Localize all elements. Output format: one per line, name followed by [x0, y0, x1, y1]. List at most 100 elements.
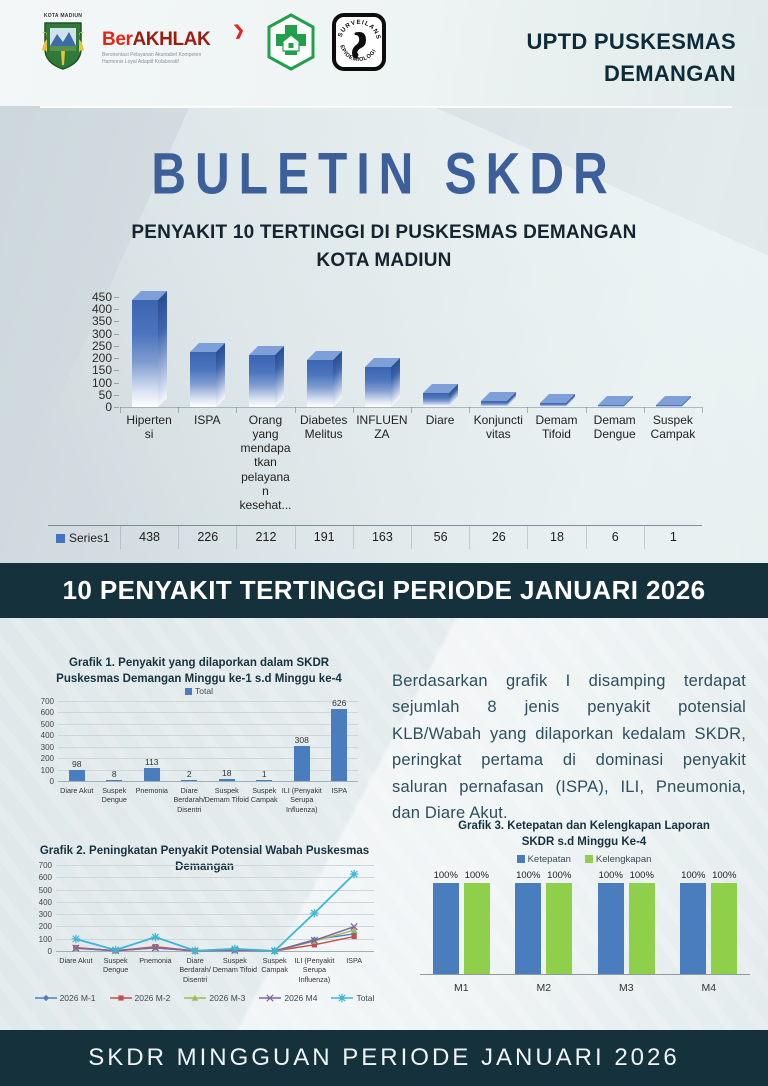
bar-value-label: 1	[261, 769, 267, 779]
bar-value-label: 98	[72, 758, 82, 769]
chart-element	[190, 946, 200, 955]
y-axis-label: 700	[40, 697, 54, 706]
bar-value-label: 18	[222, 767, 232, 778]
y-axis-label: 600	[40, 708, 54, 718]
category-label: Pnemonia	[135, 786, 168, 795]
footer-banner: SKDR MINGGUAN PERIODE JANUARI 2026	[0, 1030, 768, 1086]
category-label: INFLUEN ZA	[353, 413, 411, 441]
section-banner: 10 PENYAKIT TERTINGGI PERIODE JANUARI 20…	[0, 563, 768, 618]
category-label: Suspek Campak	[261, 956, 288, 975]
kota-madiun-label: KOTA MADIUN	[43, 13, 83, 19]
chart-title: Grafik 3. Ketepatan dan Kelengkapan Lapo…	[458, 820, 710, 849]
y-axis-label: 300	[38, 910, 52, 920]
bulletin-title: BULETIN SKDR	[151, 142, 617, 207]
chart-title: Grafik 2. Peningkatan Penyakit Potensial…	[39, 845, 370, 874]
bar-3	[181, 780, 198, 781]
bar-side-face	[390, 358, 400, 407]
chart-element: yang	[252, 427, 279, 442]
category-label: Suspek Campak	[250, 786, 278, 805]
line-series-canvas	[71, 869, 359, 956]
chart-element	[311, 942, 317, 948]
bar-side-face	[332, 351, 342, 407]
berakhlak-logo: BerAKHLAK ❯ Berorientasi Pelayanan Akunt…	[102, 21, 252, 67]
legend-swatch	[584, 855, 593, 863]
gridline	[56, 914, 374, 916]
y-axis-label: 400	[40, 731, 54, 741]
chart-element: ZA	[374, 427, 390, 442]
y-axis-label: 0	[49, 777, 54, 786]
y-axis-tick	[114, 321, 119, 323]
category-label: ISPA	[331, 786, 348, 795]
narrative-paragraph: Berdasarkan grafik I disamping terdapat …	[392, 672, 746, 822]
y-axis-label: 600	[38, 873, 52, 883]
kota-madiun-logo: KOTA MADIUN	[36, 13, 90, 76]
legend-label: 2026 M4	[284, 993, 318, 1003]
legend-label: Kelengkapan	[595, 854, 652, 865]
category-label: Diabetes Melitus	[295, 413, 353, 441]
chart-element	[75, 926, 355, 952]
chart-element	[351, 933, 357, 940]
bar-M2-1	[546, 883, 573, 974]
data-table-value: 6	[585, 525, 644, 549]
y-axis-label: 150	[91, 363, 112, 378]
category-tick	[236, 407, 238, 413]
category-label: M4	[701, 982, 717, 994]
gridline	[58, 746, 358, 748]
legend-item: 2026 M-2	[109, 993, 170, 1003]
bar-6	[481, 391, 517, 407]
chart-element: Diare	[425, 413, 455, 427]
data-table-value: 26	[469, 525, 527, 549]
gridline	[58, 735, 358, 737]
logo-row: KOTA MADIUN BerAKHLAK ❯ Berorient	[36, 12, 388, 77]
bar-value-label: 100%	[681, 870, 706, 882]
category-label: Hiperten si	[120, 413, 178, 441]
puskesmas-hexagon-icon	[267, 13, 315, 71]
legend-item: Ketepatan	[516, 854, 571, 865]
chart-element: Melitus	[304, 427, 343, 442]
y-axis-label: 250	[91, 338, 112, 353]
y-axis-label: 400	[91, 302, 112, 317]
grafik1-bar-chart: Grafik 1. Penyakit yang dilaporkan dalam…	[20, 655, 378, 843]
bar-side-face	[274, 346, 284, 407]
x-axis-line	[420, 974, 750, 975]
category-tick	[469, 407, 471, 413]
chart-element	[151, 944, 160, 952]
chart-element	[34, 994, 57, 1002]
y-axis-label: 200	[38, 922, 52, 932]
grafik3-grouped-bar-chart: Grafik 3. Ketepatan dan Kelengkapan Lapo…	[408, 818, 760, 1013]
bar-value-label: 100%	[598, 870, 623, 882]
y-axis-label: 200	[91, 351, 112, 366]
bar-9	[655, 396, 691, 407]
chart-element: si	[144, 427, 154, 442]
chart-element	[349, 869, 359, 879]
category-label: Suspek Demam Tifoid	[204, 786, 249, 805]
category-label: Suspek Demam Tifoid	[212, 956, 258, 975]
chart-element: Orang	[248, 413, 283, 427]
y-axis-label: 100	[91, 375, 112, 390]
category-label: Diare Berdarah/ Disentri	[179, 956, 211, 984]
chart-element	[270, 946, 279, 956]
category-label: Suspek Dengue	[101, 786, 127, 805]
puskesmas-logo	[264, 13, 320, 76]
bar-0	[132, 290, 168, 407]
data-table-top-line	[48, 525, 702, 526]
bar-3	[306, 351, 342, 407]
bottom-section: Grafik 1. Penyakit yang dilaporkan dalam…	[0, 618, 768, 1030]
chart-element: Dengue	[593, 427, 636, 442]
chart-element	[117, 995, 124, 1001]
gridline	[58, 758, 358, 760]
chart-element: ISPA	[194, 413, 221, 427]
chart-element: Hiperten	[126, 413, 172, 427]
chart-element	[151, 932, 160, 942]
chart-element	[75, 873, 355, 952]
chart-element: Campak	[650, 427, 696, 442]
category-tick	[294, 407, 296, 413]
category-label: M3	[618, 982, 634, 994]
chart-element: Konjuncti	[473, 413, 523, 427]
chart-element	[109, 995, 132, 1001]
y-axis-tick	[114, 394, 119, 396]
y-axis-label: 200	[40, 754, 54, 764]
category-label: Demam Tifoid	[527, 413, 585, 441]
bar-M1-1	[463, 883, 490, 974]
bar-M4-0	[680, 883, 707, 974]
